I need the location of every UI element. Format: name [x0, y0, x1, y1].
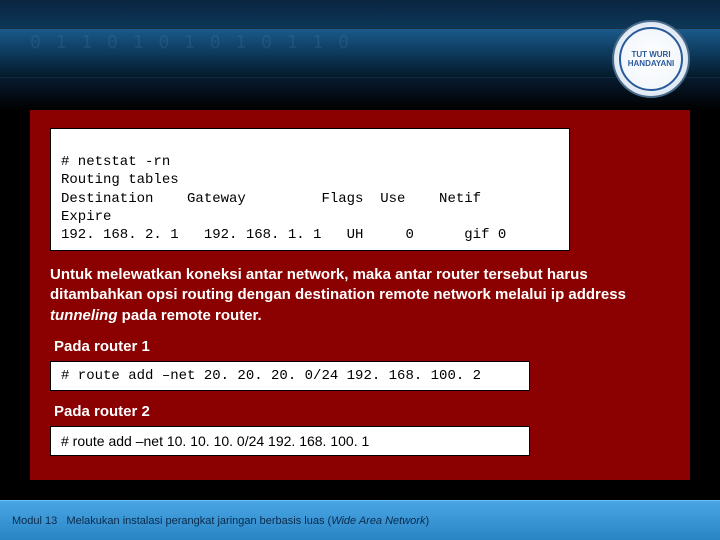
logo-text: TUT WURI HANDAYANI [619, 27, 683, 91]
paragraph-italic: tunneling [50, 307, 118, 324]
footer-module: Modul 13 [12, 515, 57, 527]
terminal-line: Expire [61, 209, 111, 225]
terminal-command: # route add –net 20. 20. 20. 0/24 192. 1… [61, 368, 481, 384]
terminal-command: # route add –net 10. 10. 10. 0/24 192. 1… [61, 433, 369, 449]
body-paragraph: Untuk melewatkan koneksi antar network, … [50, 265, 670, 326]
terminal-line: 192. 168. 2. 1 192. 168. 1. 1 UH 0 gif 0 [61, 227, 506, 243]
header-band: 0 1 1 0 1 0 1 0 1 0 1 1 0 TUT WURI HANDA… [0, 0, 720, 110]
footer-text: Modul 13 Melakukan instalasi perangkat j… [12, 515, 429, 527]
terminal-line: Routing tables [61, 172, 179, 188]
terminal-line: Destination Gateway Flags Use Netif [61, 191, 481, 207]
terminal-route-2: # route add –net 10. 10. 10. 0/24 192. 1… [50, 426, 530, 456]
footer-bar: Modul 13 Melakukan instalasi perangkat j… [0, 500, 720, 540]
header-binary-pattern: 0 1 1 0 1 0 1 0 1 0 1 1 0 [30, 32, 351, 72]
label-router-1: Pada router 1 [54, 338, 670, 355]
logo-badge: TUT WURI HANDAYANI [612, 20, 690, 98]
paragraph-text-post: pada remote router. [118, 307, 262, 324]
footer-title-pre: Melakukan instalasi perangkat jaringan b… [66, 515, 331, 527]
terminal-line: # netstat -rn [61, 154, 170, 170]
content-area: # netstat -rn Routing tables Destination… [30, 110, 690, 480]
terminal-route-1: # route add –net 20. 20. 20. 0/24 192. 1… [50, 361, 530, 391]
terminal-netstat: # netstat -rn Routing tables Destination… [50, 128, 570, 251]
footer-title-italic: Wide Area Network [331, 515, 425, 527]
label-router-2: Pada router 2 [54, 403, 670, 420]
paragraph-text-pre: Untuk melewatkan koneksi antar network, … [50, 266, 626, 303]
footer-title-post: ) [425, 515, 429, 527]
